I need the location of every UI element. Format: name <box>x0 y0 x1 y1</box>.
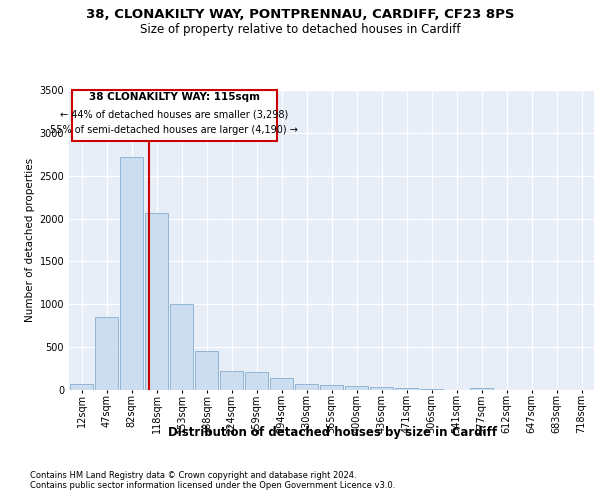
Bar <box>220 371 243 390</box>
Y-axis label: Number of detached properties: Number of detached properties <box>25 158 35 322</box>
Bar <box>345 386 368 390</box>
Bar <box>245 372 268 390</box>
Text: 38 CLONAKILTY WAY: 115sqm: 38 CLONAKILTY WAY: 115sqm <box>89 92 260 102</box>
Text: Contains HM Land Registry data © Crown copyright and database right 2024.: Contains HM Land Registry data © Crown c… <box>30 472 356 480</box>
Bar <box>145 212 168 390</box>
Bar <box>95 317 118 390</box>
Bar <box>120 157 143 390</box>
Text: Distribution of detached houses by size in Cardiff: Distribution of detached houses by size … <box>169 426 497 439</box>
Text: Contains public sector information licensed under the Open Government Licence v3: Contains public sector information licen… <box>30 482 395 490</box>
Bar <box>420 388 443 390</box>
Text: ← 44% of detached houses are smaller (3,298): ← 44% of detached houses are smaller (3,… <box>60 109 288 119</box>
Bar <box>195 350 218 390</box>
Bar <box>320 386 343 390</box>
Bar <box>370 388 393 390</box>
Bar <box>470 388 493 390</box>
Text: 55% of semi-detached houses are larger (4,190) →: 55% of semi-detached houses are larger (… <box>50 126 298 136</box>
Bar <box>270 378 293 390</box>
Text: Size of property relative to detached houses in Cardiff: Size of property relative to detached ho… <box>140 22 460 36</box>
Bar <box>395 388 418 390</box>
Bar <box>170 304 193 390</box>
Bar <box>70 384 93 390</box>
Text: 38, CLONAKILTY WAY, PONTPRENNAU, CARDIFF, CF23 8PS: 38, CLONAKILTY WAY, PONTPRENNAU, CARDIFF… <box>86 8 514 20</box>
Bar <box>295 384 318 390</box>
